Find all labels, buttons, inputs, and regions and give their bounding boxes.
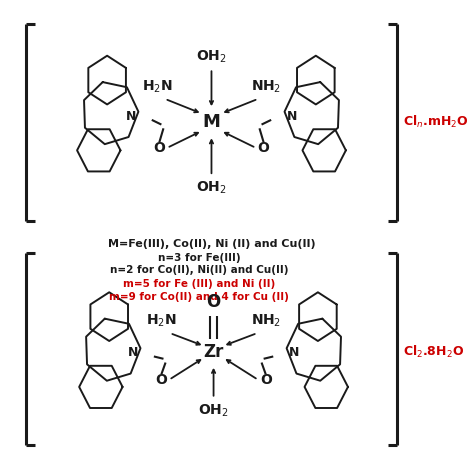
Text: O: O	[207, 293, 221, 311]
Text: OH$_2$: OH$_2$	[196, 180, 227, 196]
Text: n=2 for Co(II), Ni(II) and Cu(II): n=2 for Co(II), Ni(II) and Cu(II)	[109, 265, 288, 275]
Text: O: O	[260, 373, 272, 387]
Text: N: N	[287, 109, 297, 123]
Text: M=Fe(III), Co(II), Ni (II) and Cu(II): M=Fe(III), Co(II), Ni (II) and Cu(II)	[108, 239, 315, 249]
Text: O: O	[154, 141, 165, 155]
Text: H$_2$N: H$_2$N	[142, 79, 173, 95]
Text: N: N	[289, 346, 299, 359]
Text: OH$_2$: OH$_2$	[198, 402, 229, 419]
Text: m=5 for Fe (III) and Ni (II): m=5 for Fe (III) and Ni (II)	[123, 279, 275, 289]
Text: M: M	[202, 113, 220, 131]
Text: NH$_2$: NH$_2$	[251, 79, 281, 95]
Text: Cl$_2$.8H$_2$O: Cl$_2$.8H$_2$O	[403, 344, 465, 360]
Text: OH$_2$: OH$_2$	[196, 48, 227, 64]
Text: N: N	[128, 346, 138, 359]
Text: N: N	[126, 109, 136, 123]
Text: Cl$_n$.mH$_2$O: Cl$_n$.mH$_2$O	[403, 114, 469, 130]
Text: n=3 for Fe(III): n=3 for Fe(III)	[158, 254, 240, 264]
Text: m=9 for Co(II) and 4 for Cu (II): m=9 for Co(II) and 4 for Cu (II)	[109, 292, 289, 302]
Text: O: O	[258, 141, 270, 155]
Text: NH$_2$: NH$_2$	[251, 313, 281, 329]
Text: Zr: Zr	[203, 343, 224, 361]
Text: H$_2$N: H$_2$N	[146, 313, 177, 329]
Text: O: O	[155, 373, 167, 387]
